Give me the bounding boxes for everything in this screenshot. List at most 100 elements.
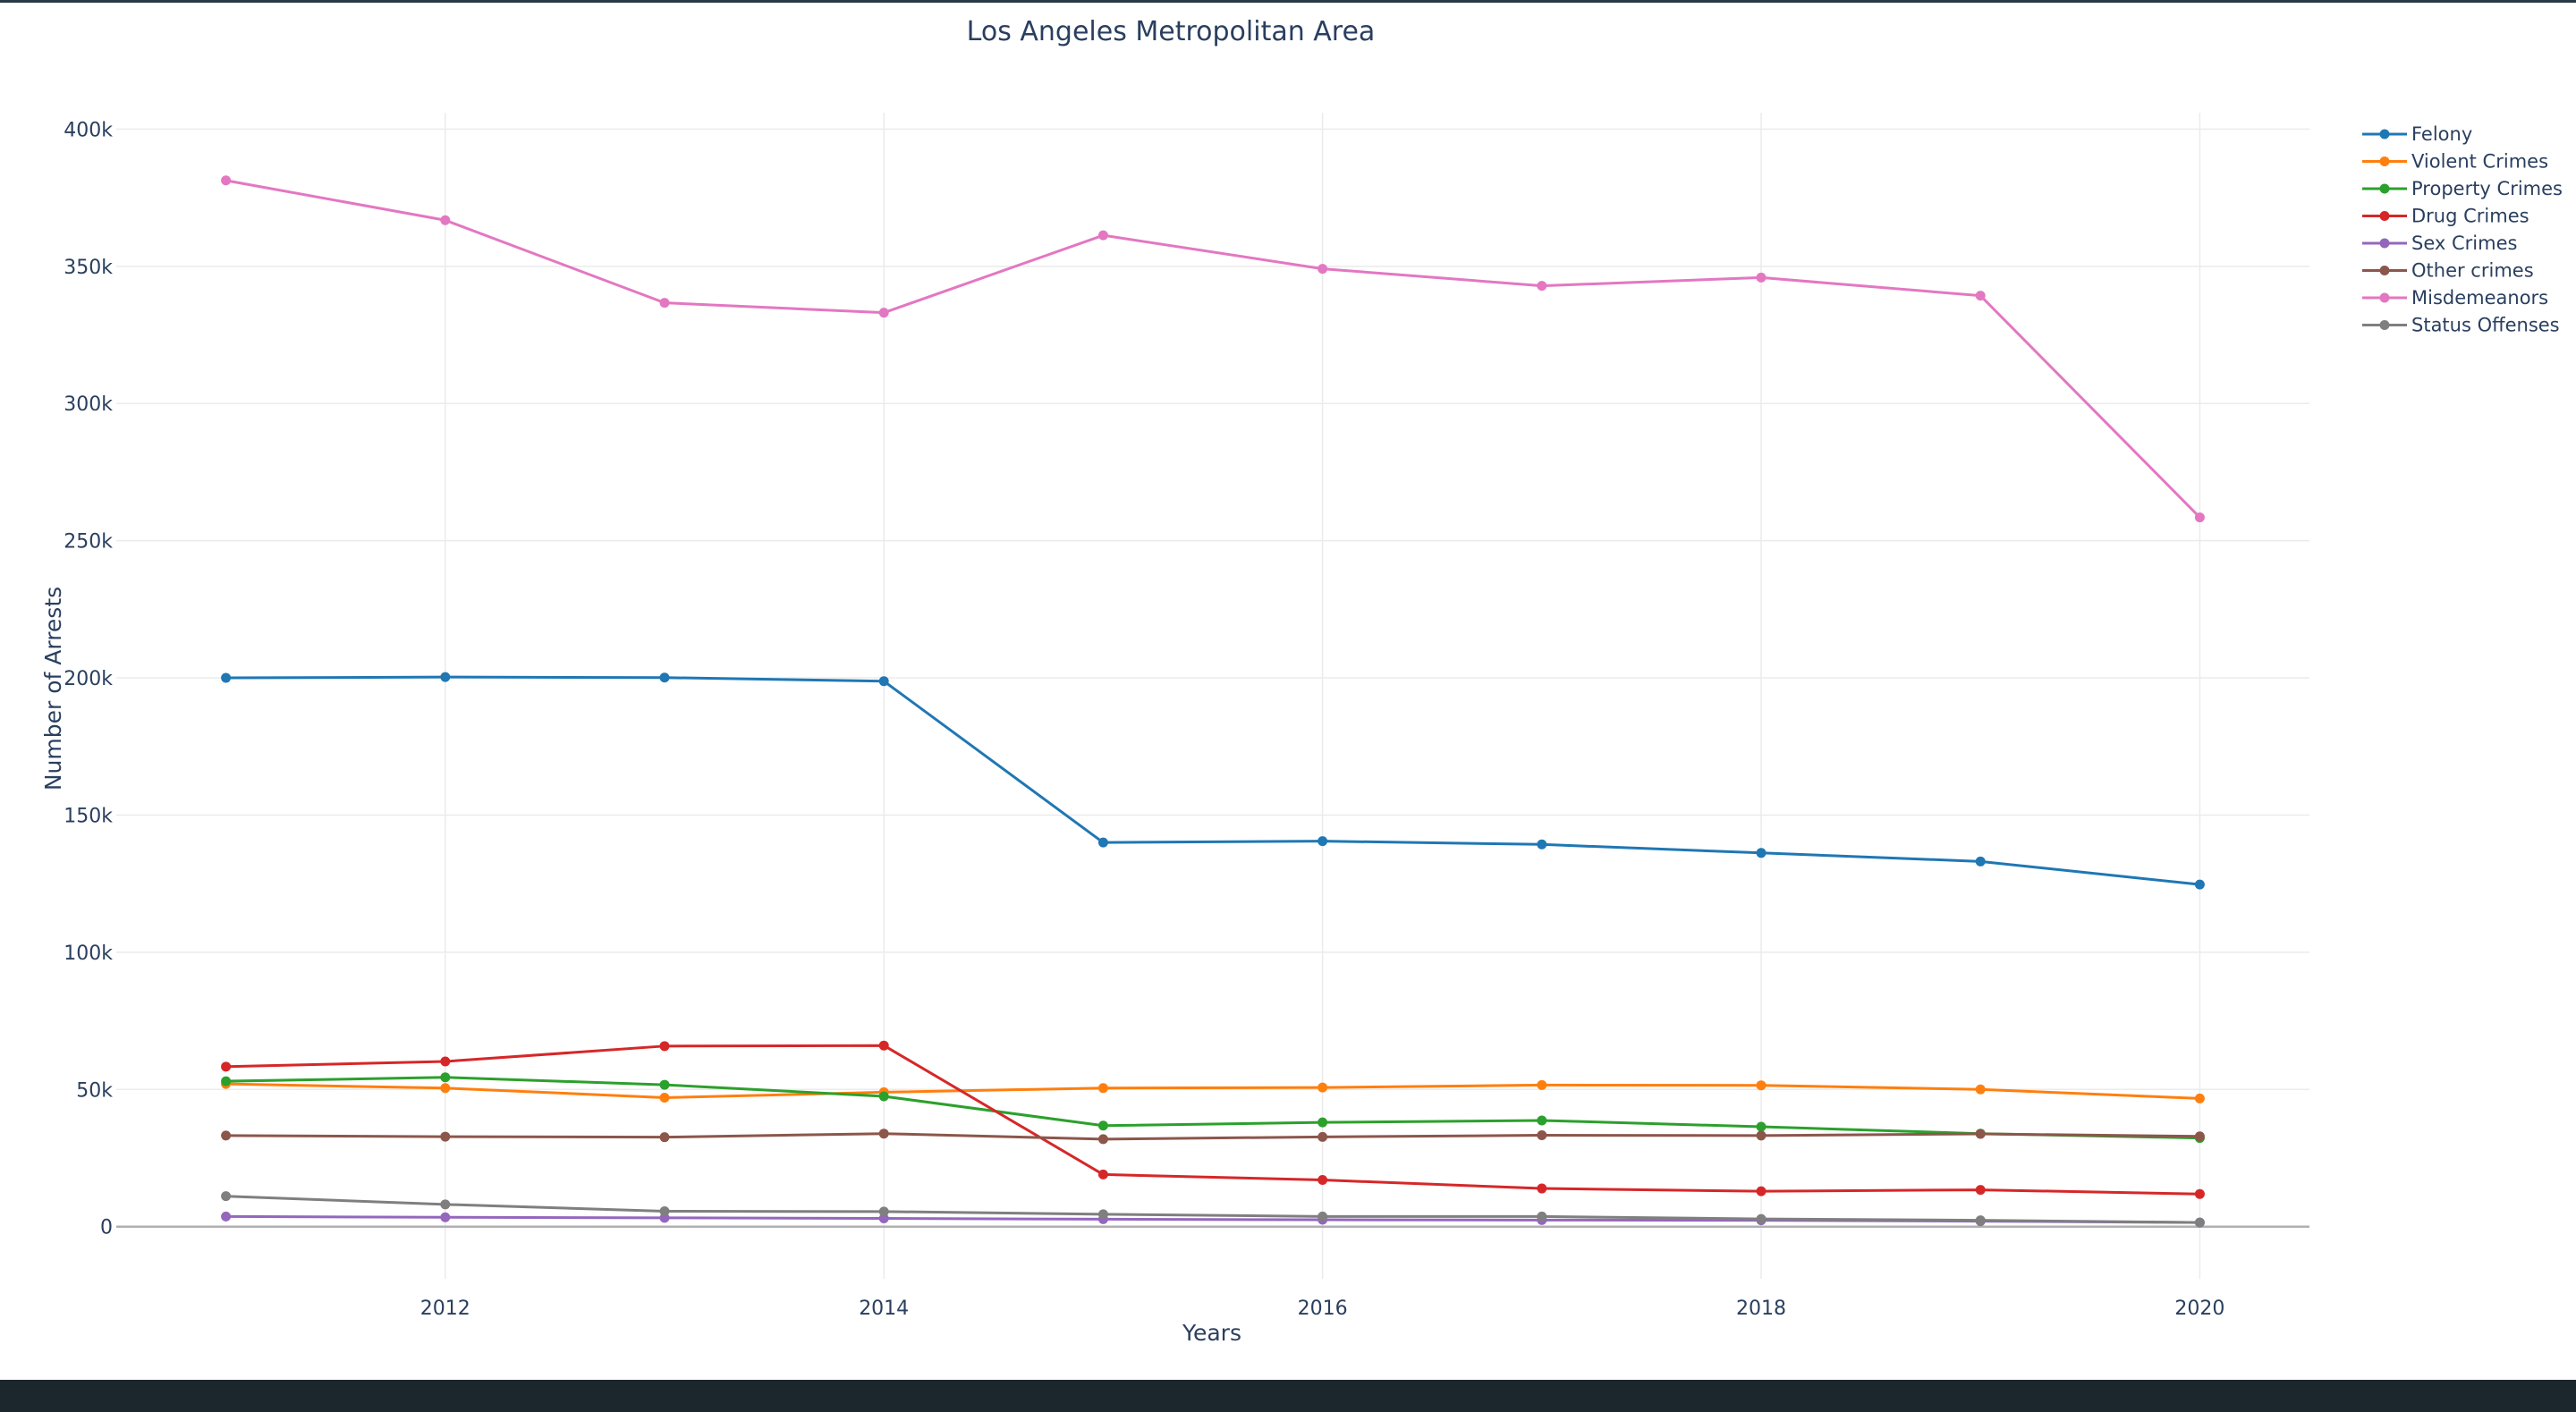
data-point-misdemeanors[interactable] (1097, 230, 1108, 241)
data-point-misdemeanors[interactable] (1537, 281, 1547, 292)
data-point-drug-crimes[interactable] (1097, 1169, 1108, 1179)
data-point-felony[interactable] (1975, 856, 1986, 867)
series-felony (221, 672, 2205, 890)
data-point-felony[interactable] (440, 672, 451, 682)
data-point-status-offenses[interactable] (440, 1199, 451, 1210)
data-point-property-crimes[interactable] (1537, 1115, 1547, 1126)
series-other-crimes (221, 1129, 2205, 1145)
series-line-violent-crimes (225, 1082, 2200, 1100)
data-point-other-crimes[interactable] (221, 1130, 232, 1141)
data-point-misdemeanors[interactable] (659, 298, 670, 309)
data-point-felony[interactable] (1756, 848, 1767, 858)
data-point-misdemeanors[interactable] (221, 175, 232, 186)
data-point-property-crimes[interactable] (1756, 1121, 1767, 1132)
data-point-other-crimes[interactable] (1537, 1130, 1547, 1141)
data-point-misdemeanors[interactable] (1975, 291, 1986, 301)
data-point-violent-crimes[interactable] (1756, 1080, 1767, 1091)
data-point-misdemeanors[interactable] (878, 308, 889, 318)
data-point-sex-crimes[interactable] (878, 1213, 889, 1223)
data-point-other-crimes[interactable] (2194, 1131, 2205, 1142)
data-point-status-offenses[interactable] (878, 1206, 889, 1217)
legend-item-sex-crimes[interactable]: Sex Crimes (2362, 233, 2517, 254)
data-point-felony[interactable] (1097, 837, 1108, 848)
data-point-violent-crimes[interactable] (1537, 1079, 1547, 1090)
data-point-property-crimes[interactable] (440, 1072, 451, 1083)
data-point-felony[interactable] (878, 676, 889, 687)
data-point-status-offenses[interactable] (1756, 1213, 1767, 1224)
data-point-property-crimes[interactable] (659, 1079, 670, 1090)
data-point-felony[interactable] (1537, 839, 1547, 850)
data-point-violent-crimes[interactable] (1097, 1083, 1108, 1094)
data-point-drug-crimes[interactable] (1537, 1183, 1547, 1194)
data-point-sex-crimes[interactable] (440, 1212, 451, 1222)
x-gridlines (445, 113, 2201, 1279)
data-point-status-offenses[interactable] (1318, 1211, 1328, 1222)
y-tick-label: 0 (100, 1217, 113, 1239)
series-line-other-crimes (225, 1132, 2200, 1141)
legend-item-misdemeanors[interactable]: Misdemeanors (2362, 287, 2548, 309)
legend-item-property-crimes[interactable]: Property Crimes (2362, 178, 2563, 199)
legend[interactable]: Felony Violent Crimes Property Crimes Drug … (2362, 123, 2563, 336)
series-misdemeanors (221, 175, 2205, 523)
legend-item-drug-crimes[interactable]: Drug Crimes (2362, 206, 2529, 227)
data-point-property-crimes[interactable] (1318, 1117, 1328, 1128)
data-point-felony[interactable] (659, 672, 670, 683)
y-tick-label: 200k (64, 668, 113, 690)
x-tick-label: 2012 (420, 1298, 470, 1320)
data-point-sex-crimes[interactable] (221, 1211, 232, 1222)
data-point-property-crimes[interactable] (1097, 1120, 1108, 1131)
data-point-status-offenses[interactable] (2194, 1217, 2205, 1228)
data-point-violent-crimes[interactable] (659, 1092, 670, 1103)
y-axis-title: Number of Arrests (40, 587, 66, 791)
data-point-misdemeanors[interactable] (2194, 512, 2205, 523)
data-point-status-offenses[interactable] (1975, 1215, 1986, 1226)
data-point-misdemeanors[interactable] (1318, 264, 1328, 275)
data-point-felony[interactable] (221, 672, 232, 683)
data-point-violent-crimes[interactable] (440, 1083, 451, 1094)
y-tick-label: 50k (76, 1079, 113, 1102)
data-point-status-offenses[interactable] (1097, 1209, 1108, 1220)
series-drug-crimes (221, 1040, 2205, 1199)
legend-item-felony[interactable]: Felony (2362, 123, 2472, 145)
data-point-violent-crimes[interactable] (1318, 1082, 1328, 1093)
data-point-drug-crimes[interactable] (2194, 1188, 2205, 1199)
data-point-drug-crimes[interactable] (1318, 1175, 1328, 1186)
chart-title: Los Angeles Metropolitan Area (967, 16, 1376, 47)
data-point-violent-crimes[interactable] (2194, 1093, 2205, 1103)
data-point-drug-crimes[interactable] (878, 1040, 889, 1051)
data-point-property-crimes[interactable] (878, 1091, 889, 1102)
data-point-felony[interactable] (2194, 879, 2205, 890)
legend-item-status-offenses[interactable]: Status Offenses (2362, 315, 2560, 336)
data-point-other-crimes[interactable] (1975, 1129, 1986, 1139)
data-point-other-crimes[interactable] (878, 1129, 889, 1139)
data-point-other-crimes[interactable] (659, 1132, 670, 1143)
data-point-misdemeanors[interactable] (440, 215, 451, 225)
series-line-status-offenses (225, 1195, 2200, 1224)
data-point-felony[interactable] (1318, 836, 1328, 847)
data-point-misdemeanors[interactable] (1756, 272, 1767, 283)
legend-item-other-crimes[interactable]: Other crimes (2362, 260, 2534, 282)
data-point-other-crimes[interactable] (1097, 1134, 1108, 1145)
data-point-other-crimes[interactable] (1756, 1130, 1767, 1141)
data-point-status-offenses[interactable] (221, 1191, 232, 1202)
data-point-other-crimes[interactable] (440, 1131, 451, 1142)
y-tick-label: 300k (64, 393, 113, 416)
data-point-drug-crimes[interactable] (1756, 1186, 1767, 1196)
data-point-status-offenses[interactable] (659, 1206, 670, 1217)
data-point-status-offenses[interactable] (1537, 1211, 1547, 1222)
data-point-drug-crimes[interactable] (440, 1056, 451, 1067)
legend-swatch-marker (2379, 156, 2390, 166)
legend-label: Other crimes (2411, 260, 2534, 282)
data-point-violent-crimes[interactable] (1975, 1084, 1986, 1095)
data-point-property-crimes[interactable] (221, 1076, 232, 1086)
data-point-other-crimes[interactable] (1318, 1131, 1328, 1142)
x-tick-label: 2020 (2174, 1298, 2224, 1320)
x-tick-label: 2016 (1298, 1298, 1348, 1320)
legend-item-violent-crimes[interactable]: Violent Crimes (2362, 151, 2548, 173)
series-property-crimes (221, 1072, 2205, 1144)
x-axis-title: Years (1182, 1320, 1241, 1346)
data-point-drug-crimes[interactable] (221, 1061, 232, 1072)
data-point-drug-crimes[interactable] (659, 1041, 670, 1052)
data-point-drug-crimes[interactable] (1975, 1185, 1986, 1196)
legend-label: Status Offenses (2411, 315, 2560, 336)
